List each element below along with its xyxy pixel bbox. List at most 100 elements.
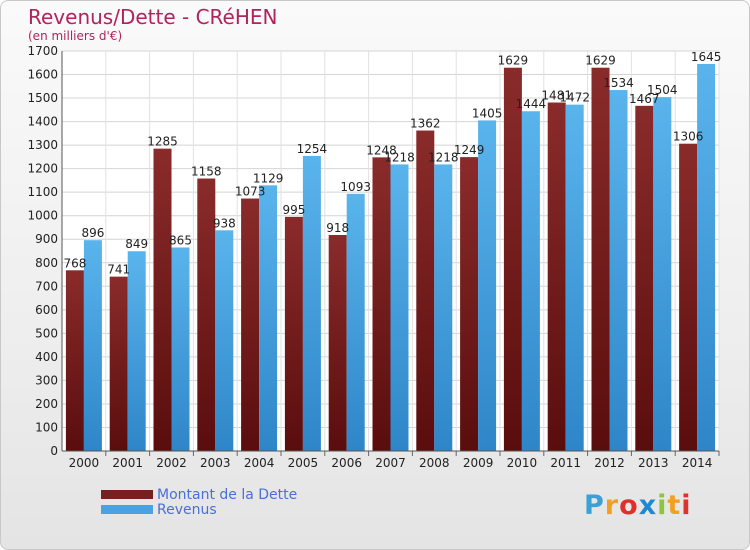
bar-dette bbox=[197, 178, 216, 451]
data-label-revenus: 849 bbox=[125, 237, 148, 251]
bar-revenus bbox=[302, 155, 321, 452]
data-label-dette: 1629 bbox=[585, 54, 616, 68]
data-label-revenus: 1645 bbox=[691, 50, 722, 64]
data-label-dette: 1285 bbox=[147, 135, 178, 149]
x-tick-label: 2011 bbox=[550, 456, 581, 470]
x-tick-label: 2013 bbox=[638, 456, 669, 470]
data-label-revenus: 1218 bbox=[428, 150, 459, 164]
y-tick-label: 500 bbox=[35, 326, 58, 340]
y-tick-label: 1100 bbox=[27, 185, 58, 199]
data-label-revenus: 1218 bbox=[384, 150, 415, 164]
y-tick-label: 0 bbox=[50, 444, 58, 458]
x-tick-label: 2000 bbox=[69, 456, 100, 470]
bar-revenus bbox=[127, 251, 146, 451]
bar-revenus bbox=[83, 240, 102, 451]
y-tick-label: 400 bbox=[35, 350, 58, 364]
bar-revenus bbox=[171, 247, 190, 451]
y-tick-label: 1200 bbox=[27, 162, 58, 176]
bar-revenus bbox=[697, 63, 716, 452]
data-label-dette: 1362 bbox=[410, 117, 441, 131]
data-label-revenus: 1472 bbox=[559, 91, 590, 105]
data-label-revenus: 1129 bbox=[253, 171, 284, 185]
y-tick-label: 1600 bbox=[27, 68, 58, 82]
data-label-revenus: 865 bbox=[169, 233, 192, 247]
y-tick-label: 900 bbox=[35, 232, 58, 246]
data-label-dette: 1306 bbox=[673, 130, 704, 144]
bar-revenus bbox=[609, 90, 628, 451]
logo-letter: t bbox=[667, 490, 682, 521]
y-tick-label: 100 bbox=[35, 420, 58, 434]
data-label-dette: 1158 bbox=[191, 165, 222, 179]
legend-label-revenus: Revenus bbox=[157, 501, 217, 518]
axes: 0 100 200 300 400 500 600 700 800 900 1000 1100 1200… bbox=[27, 44, 720, 470]
data-label-dette: 1073 bbox=[235, 185, 266, 199]
x-tick-label: 2002 bbox=[156, 456, 187, 470]
data-label-dette: 918 bbox=[326, 221, 349, 235]
logo-letter: r bbox=[604, 490, 620, 521]
bars bbox=[65, 63, 716, 452]
legend-item-revenus: Revenus bbox=[101, 501, 297, 518]
y-tick-label: 1700 bbox=[27, 44, 58, 58]
data-label-dette: 1248 bbox=[366, 143, 397, 157]
data-label-dette: 741 bbox=[107, 263, 130, 277]
x-tick-label: 2014 bbox=[682, 456, 713, 470]
data-label-dette: 1629 bbox=[498, 54, 529, 68]
data-label-revenus: 1093 bbox=[340, 180, 371, 194]
bar-dette bbox=[328, 235, 347, 451]
y-tick-label: 600 bbox=[35, 303, 58, 317]
bar-revenus bbox=[259, 185, 278, 451]
bar-revenus bbox=[215, 230, 234, 451]
y-tick-label: 1500 bbox=[27, 91, 58, 105]
bar-revenus bbox=[478, 120, 497, 451]
bar-revenus bbox=[521, 111, 540, 451]
x-tick-label: 2010 bbox=[507, 456, 538, 470]
bar-dette bbox=[109, 276, 128, 451]
logo-letter: i bbox=[681, 490, 692, 521]
logo-letter: x bbox=[638, 490, 658, 521]
y-tick-label: 1300 bbox=[27, 138, 58, 152]
y-tick-label: 800 bbox=[35, 256, 58, 270]
data-label-revenus: 1254 bbox=[297, 142, 328, 156]
logo-letter: o bbox=[619, 490, 639, 521]
bar-dette bbox=[591, 67, 610, 452]
legend-swatch-dette bbox=[101, 490, 153, 499]
bar-dette bbox=[416, 130, 435, 451]
logo-letter: i bbox=[657, 490, 668, 521]
data-label-dette: 1481 bbox=[541, 89, 572, 103]
y-tick-label: 1000 bbox=[27, 209, 58, 223]
bar-revenus bbox=[565, 104, 584, 451]
bar-dette bbox=[547, 102, 566, 451]
data-label-revenus: 896 bbox=[81, 226, 104, 240]
proxiti-logo: Proxiti bbox=[584, 490, 692, 521]
legend-swatch-revenus bbox=[101, 505, 153, 514]
x-tick-label: 2006 bbox=[331, 456, 362, 470]
data-label-dette: 768 bbox=[63, 256, 86, 270]
bar-dette bbox=[460, 157, 479, 451]
x-tick-label: 2012 bbox=[594, 456, 625, 470]
bar-revenus bbox=[434, 164, 453, 452]
x-tick-label: 2009 bbox=[463, 456, 494, 470]
chart-subtitle: (en milliers d'€) bbox=[28, 29, 123, 43]
data-label-revenus: 1405 bbox=[472, 106, 503, 120]
x-tick-label: 2008 bbox=[419, 456, 450, 470]
data-label-revenus: 1504 bbox=[647, 83, 678, 97]
data-label-revenus: 1444 bbox=[516, 97, 547, 111]
x-tick-label: 2004 bbox=[244, 456, 275, 470]
logo-letter: P bbox=[584, 490, 605, 521]
bar-dette bbox=[241, 198, 260, 451]
bar-dette bbox=[679, 143, 698, 452]
y-tick-label: 300 bbox=[35, 373, 58, 387]
data-label-revenus: 1534 bbox=[603, 76, 634, 90]
bar-dette bbox=[372, 157, 391, 451]
bar-dette bbox=[153, 148, 172, 451]
bar-dette bbox=[635, 105, 654, 451]
legend-item-dette: Montant de la Dette bbox=[101, 487, 297, 503]
data-label-dette: 1467 bbox=[629, 92, 660, 106]
bar-revenus bbox=[653, 97, 672, 451]
data-label-dette: 1249 bbox=[454, 143, 485, 157]
y-tick-label: 700 bbox=[35, 279, 58, 293]
data-label-revenus: 938 bbox=[213, 216, 236, 230]
